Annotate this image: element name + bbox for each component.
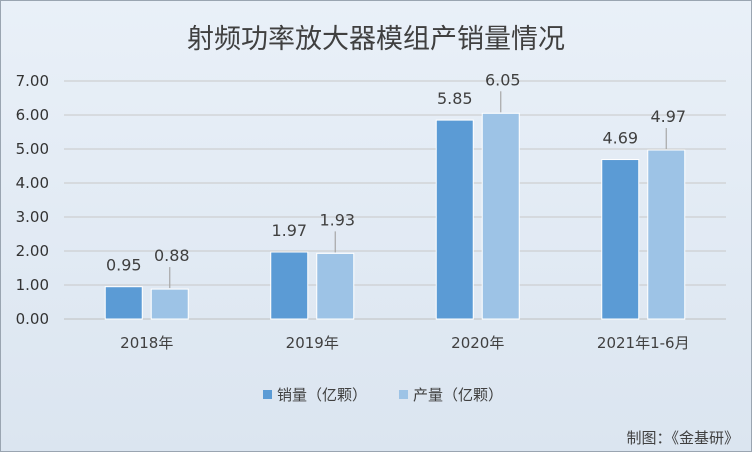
chart-title: 射频功率放大器模组产销量情况 [187,24,565,55]
data-label: 6.05 [485,70,521,89]
x-category-label: 2020年 [451,334,504,352]
y-tick-label: 6.00 [16,106,49,124]
data-label: 0.95 [106,256,142,275]
x-category-label: 2021年1-6月 [597,334,690,352]
data-labels: 0.95 0.88 1.97 1.93 5.85 6.05 4.69 4.97 [106,70,686,289]
legend: 销量（亿颗） 产量（亿颗） [263,386,503,404]
credit-text: 制图：《金基研》 [626,429,739,447]
y-axis-ticks: 0.00 1.00 2.00 3.00 4.00 5.00 6.00 7.00 [16,72,49,328]
bar [601,159,640,320]
y-tick-label: 3.00 [16,208,49,226]
y-tick-label: 2.00 [16,242,49,260]
x-category-label: 2018年 [120,334,173,352]
data-label: 5.85 [437,89,473,108]
data-label: 1.93 [319,210,355,229]
legend-swatch [399,390,408,399]
legend-swatch [263,390,272,399]
y-tick-label: 0.00 [16,310,49,328]
y-tick-label: 5.00 [16,140,49,158]
legend-label: 产量（亿颗） [413,386,503,404]
bar [104,286,143,320]
bar [647,149,686,320]
y-tick-label: 7.00 [16,72,49,90]
data-label: 1.97 [271,221,307,240]
data-label: 4.69 [602,129,638,148]
data-label: 0.88 [154,246,190,265]
bar [316,252,355,320]
data-label: 4.97 [650,107,686,126]
bar [270,251,309,320]
y-tick-label: 4.00 [16,174,49,192]
gridlines [64,80,726,320]
x-category-label: 2019年 [286,334,339,352]
x-axis-categories: 2018年 2019年 2020年 2021年1-6月 [120,334,689,352]
legend-label: 销量（亿颗） [277,386,367,404]
y-tick-label: 1.00 [16,276,49,294]
bars [104,112,686,320]
bar [435,119,474,320]
bar [481,112,520,320]
bar [150,288,189,320]
